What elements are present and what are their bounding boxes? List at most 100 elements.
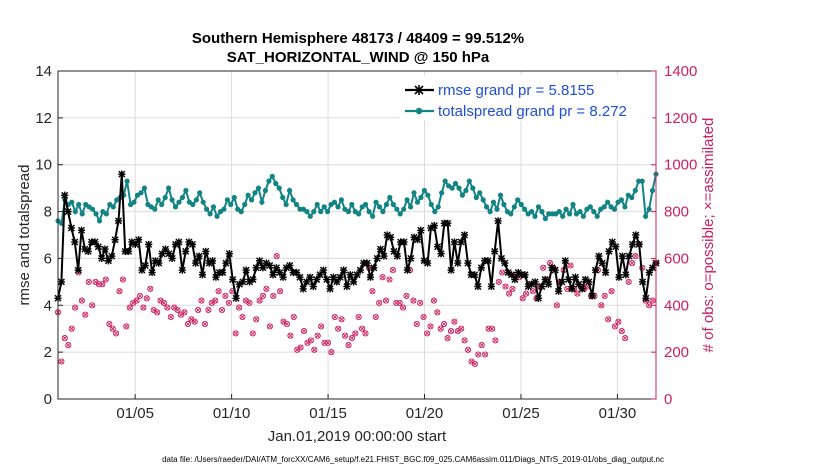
totalspread-point bbox=[335, 204, 341, 210]
rmse-point bbox=[457, 238, 465, 246]
y-axis-label: rmse and totalspread bbox=[16, 165, 33, 306]
rmse-point bbox=[135, 236, 143, 244]
rmse-point bbox=[111, 236, 119, 244]
obs-point bbox=[410, 297, 417, 304]
rmse-point bbox=[447, 266, 455, 274]
totalspread-point bbox=[276, 185, 282, 191]
rmse-point bbox=[565, 275, 573, 284]
obs-point bbox=[348, 335, 355, 342]
rmse-point bbox=[340, 266, 348, 274]
rmse-point bbox=[319, 266, 327, 274]
rmse-point bbox=[67, 224, 76, 232]
obs-point bbox=[601, 292, 608, 299]
rmse-point bbox=[61, 191, 69, 199]
y-tick-label: 14 bbox=[35, 63, 52, 80]
right-axis-ticks: 0 200 400 600 800 1000 1200 1400 bbox=[651, 63, 697, 408]
totalspread-point bbox=[269, 173, 275, 179]
rmse-point bbox=[612, 243, 620, 251]
obs-point bbox=[314, 332, 321, 339]
rmse-point bbox=[645, 268, 653, 277]
obs-point bbox=[167, 313, 174, 321]
obs-point bbox=[277, 288, 284, 295]
totalspread-point bbox=[459, 192, 465, 198]
rmse-point bbox=[450, 238, 458, 246]
rmse-point bbox=[534, 294, 543, 302]
rmse-point bbox=[343, 282, 351, 291]
obs-point bbox=[331, 313, 338, 321]
obs-point bbox=[338, 316, 345, 323]
obs-point bbox=[465, 346, 472, 353]
obs-point bbox=[297, 344, 304, 351]
totalspread-point bbox=[494, 206, 500, 212]
obs-point bbox=[143, 295, 150, 302]
chart-title: Southern Hemisphere 48173 / 48409 = 99.5… bbox=[192, 30, 524, 47]
rmse-point bbox=[487, 282, 495, 291]
obs-point bbox=[382, 297, 390, 304]
rmse-point bbox=[309, 282, 317, 291]
obs-point bbox=[444, 335, 451, 342]
obs-point bbox=[400, 304, 407, 311]
totalspread-point bbox=[166, 185, 172, 191]
y-tick-label: 0 bbox=[44, 391, 52, 408]
x-tick-label: 01/10 bbox=[213, 405, 251, 422]
totalspread-point bbox=[560, 213, 566, 219]
rmse-point bbox=[561, 257, 569, 265]
rmse-point bbox=[625, 252, 633, 260]
rmse-point bbox=[628, 240, 637, 248]
obs-point bbox=[205, 306, 212, 314]
obs-point bbox=[458, 325, 465, 332]
totalspread-point bbox=[487, 209, 493, 215]
totalspread-point bbox=[383, 201, 389, 208]
rmse-point bbox=[373, 254, 381, 262]
rmse-point bbox=[158, 250, 166, 258]
y-tick-label: 4 bbox=[44, 297, 52, 314]
rmse-point bbox=[407, 254, 415, 262]
obs-point bbox=[417, 299, 424, 306]
rmse-point bbox=[276, 268, 284, 277]
rmse-point bbox=[622, 271, 630, 279]
obs-point bbox=[499, 269, 506, 276]
rmse-point bbox=[333, 278, 341, 286]
rmse-point bbox=[494, 217, 502, 225]
rmse-point bbox=[57, 278, 66, 286]
totalspread-point bbox=[421, 187, 427, 194]
totalspread-point bbox=[280, 194, 286, 201]
totalspread-point bbox=[356, 211, 362, 217]
rmse-point bbox=[460, 231, 469, 239]
totalspread-point bbox=[200, 199, 206, 205]
totalspread-point bbox=[567, 211, 573, 217]
totalspread-point bbox=[204, 206, 210, 212]
totalspread-point bbox=[394, 206, 400, 212]
legend-rmse-marker bbox=[414, 85, 424, 95]
totalspread-point bbox=[366, 209, 372, 215]
rmse-point bbox=[366, 273, 374, 281]
rmse-point bbox=[182, 247, 190, 255]
x-tick-label: 01/20 bbox=[406, 405, 444, 422]
rmse-point bbox=[430, 222, 438, 230]
rmse-point bbox=[84, 247, 92, 255]
rmse-point bbox=[413, 236, 422, 244]
obs-point bbox=[116, 288, 123, 295]
obs-point bbox=[82, 311, 89, 318]
rmse-point bbox=[91, 238, 99, 246]
totalspread-point bbox=[262, 187, 268, 194]
totalspread-point bbox=[338, 197, 344, 203]
totalspread-point bbox=[197, 190, 203, 196]
totalspread-point bbox=[124, 178, 130, 184]
rmse-point bbox=[568, 285, 576, 293]
obs-point bbox=[615, 318, 622, 325]
obs-point bbox=[403, 292, 410, 299]
totalspread-line bbox=[57, 173, 657, 226]
totalspread-point bbox=[629, 194, 635, 201]
totalspread-point bbox=[452, 180, 459, 187]
totalspread-point bbox=[93, 211, 99, 217]
totalspread-point bbox=[463, 187, 469, 194]
rmse-point bbox=[474, 282, 482, 291]
obs-point bbox=[133, 297, 140, 304]
rmse-point bbox=[346, 271, 354, 279]
totalspread-point bbox=[373, 199, 379, 205]
totalspread-point bbox=[414, 199, 421, 205]
totalspread-point bbox=[522, 206, 528, 212]
totalspread-point bbox=[529, 209, 535, 215]
rmse-point bbox=[222, 259, 230, 267]
